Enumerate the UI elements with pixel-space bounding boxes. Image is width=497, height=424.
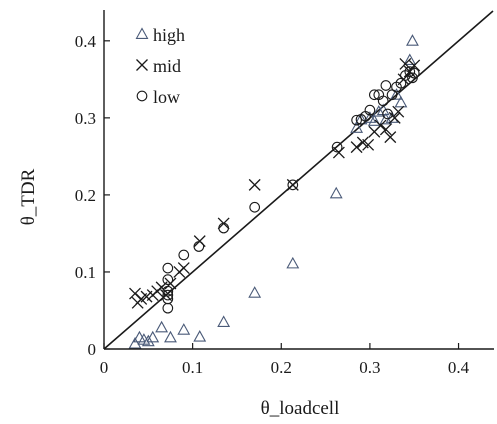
axes (103, 10, 494, 350)
data-point-high (248, 286, 262, 298)
data-point-high (286, 256, 300, 269)
series-high (128, 34, 419, 349)
data-point-high (155, 320, 169, 333)
x-tick-label: 0.2 (271, 358, 292, 377)
data-point-high (133, 330, 146, 343)
data-point-low (404, 66, 416, 77)
legend: high mid low (135, 25, 185, 107)
data-point-high (367, 114, 381, 126)
y-tick-label: 0.1 (75, 263, 96, 282)
data-point-high (372, 105, 386, 117)
data-point-high (406, 34, 419, 46)
data-point-mid (332, 146, 345, 159)
data-point-low (351, 114, 362, 126)
data-point-low (331, 141, 343, 153)
data-point-low (178, 249, 190, 261)
legend-marker-high (135, 27, 149, 39)
data-point-mid (384, 131, 397, 144)
data-point-mid (408, 59, 421, 72)
data-point-mid (248, 178, 261, 191)
legend-label-low: low (153, 87, 180, 107)
data-point-low (408, 67, 420, 79)
data-point-mid (362, 138, 375, 151)
data-point-low (162, 293, 174, 305)
data-point-mid (177, 262, 190, 275)
series-low (162, 66, 420, 314)
data-point-low (368, 89, 380, 101)
data-point-low (364, 104, 376, 116)
data-point-low (162, 285, 174, 297)
data-point-high (394, 95, 408, 108)
data-point-low (380, 80, 392, 91)
data-point-low (287, 179, 299, 191)
data-point-high (350, 121, 364, 133)
x-tick-label: 0 (100, 358, 109, 377)
data-point-low (249, 201, 261, 213)
data-point-high (141, 334, 155, 347)
data-point-low (162, 302, 174, 314)
data-point-high (403, 53, 417, 66)
x-tick-label: 0.1 (182, 358, 203, 377)
data-point-low (218, 222, 230, 234)
ticks: 0 0.1 0.2 0.3 0.4 0 0.1 0.2 0.3 0.4 (75, 32, 470, 377)
y-tick-label: 0 (88, 340, 97, 359)
data-point-low (377, 95, 389, 107)
data-point-low (407, 72, 418, 84)
data-point-mid (160, 289, 173, 302)
x-tick-label: 0.4 (448, 358, 470, 377)
data-point-low (193, 241, 205, 252)
data-point-high (217, 315, 231, 327)
data-point-low (162, 262, 174, 274)
data-point-low (162, 289, 174, 301)
legend-marker-low (136, 90, 148, 102)
data-point-mid (392, 105, 405, 118)
y-tick-label: 0.4 (75, 32, 97, 51)
data-point-high (177, 323, 191, 335)
data-point-mid (388, 111, 401, 124)
data-point-mid (374, 119, 387, 132)
data-point-high (329, 186, 343, 199)
data-point-high (363, 111, 377, 123)
legend-label-high: high (153, 25, 185, 45)
data-point-mid (379, 123, 392, 136)
data-point-high (193, 330, 207, 342)
data-point-high (146, 330, 160, 343)
legend-marker-mid (136, 59, 148, 71)
data-points (128, 34, 421, 349)
data-point-mid (350, 141, 363, 154)
legend-label-mid: mid (153, 56, 181, 76)
x-tick-label: 0.3 (359, 358, 380, 377)
y-tick-label: 0.3 (75, 109, 96, 128)
y-axis-title: θ_TDR (18, 168, 39, 225)
data-point-low (162, 274, 174, 286)
data-point-high (390, 88, 403, 100)
x-axis-title: θ_loadcell (261, 398, 340, 419)
data-point-low (382, 108, 393, 120)
data-point-high (164, 330, 177, 343)
y-tick-label: 0.2 (75, 186, 96, 205)
data-point-high (128, 336, 142, 349)
